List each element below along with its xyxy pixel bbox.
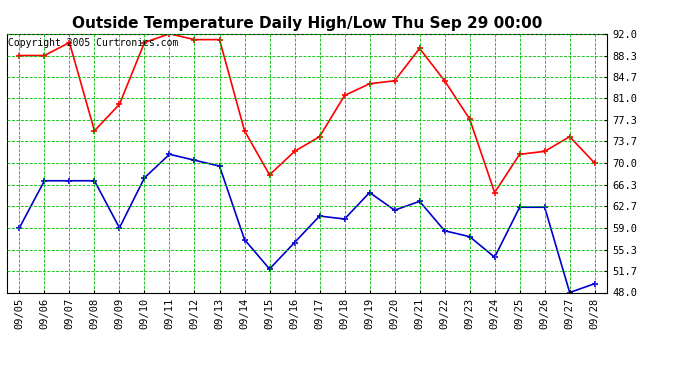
Title: Outside Temperature Daily High/Low Thu Sep 29 00:00: Outside Temperature Daily High/Low Thu S… bbox=[72, 16, 542, 31]
Text: Copyright 2005 Curtronics.com: Copyright 2005 Curtronics.com bbox=[8, 38, 179, 48]
